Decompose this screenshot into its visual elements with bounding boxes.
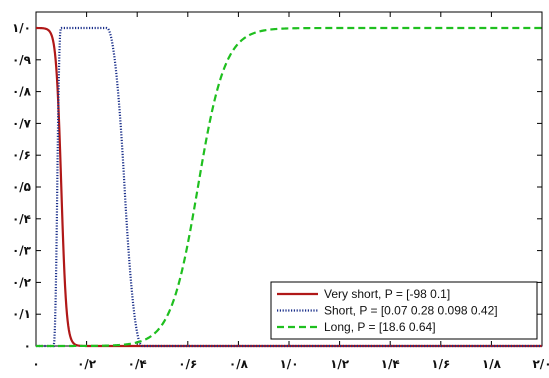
ticks: ۰ ۰/۲ ۰/۴ ۰/۶ ۰/۸ ۱/۰ ۱/۲ ۱/۴ ۱/۶ ۱/۸ ۲/۰ ۰ ۰/۱ ۰/۲ ۰/… bbox=[12, 12, 549, 371]
x-tick-label: ۱/۲ bbox=[330, 357, 350, 371]
y-tick-label: ۰/۶ bbox=[12, 148, 31, 162]
y-tick-label: ۰/۳ bbox=[12, 244, 32, 258]
y-tick-label: ۰/۲ bbox=[12, 275, 32, 289]
x-tick-label: ۰/۲ bbox=[77, 357, 97, 371]
series-line-3 bbox=[36, 26, 542, 348]
y-tick-label: ۱/۰ bbox=[12, 21, 31, 35]
legend-box bbox=[270, 281, 538, 340]
x-tick-label: ۰/۸ bbox=[229, 357, 249, 371]
x-tick-label: ۱/۴ bbox=[381, 357, 400, 371]
y-tick-label: ۰/۷ bbox=[12, 116, 32, 130]
x-tick-label: ۰ bbox=[32, 357, 39, 371]
y-tick-label: ۰/۹ bbox=[12, 53, 32, 67]
legend-label: Long, P = [18.6 0.64] bbox=[324, 320, 436, 334]
x-tick-label: ۱/۸ bbox=[482, 357, 502, 371]
legend-label: Very short, P = [-98 0.1] bbox=[324, 287, 450, 301]
x-tick-label: ۰/۶ bbox=[178, 357, 197, 371]
y-tick-label: ۰/۱ bbox=[12, 307, 31, 321]
x-tick-label: ۱/۰ bbox=[279, 357, 298, 371]
legend: Very short, P = [-98 0.1] Short, P = [0.0… bbox=[270, 281, 538, 340]
x-tick-label: ۰/۴ bbox=[128, 357, 147, 371]
series-line-2 bbox=[36, 26, 542, 348]
y-tick-label: ۰/۸ bbox=[12, 85, 32, 99]
y-tick-label: ۰/۴ bbox=[12, 212, 31, 226]
legend-label: Short, P = [0.07 0.28 0.098 0.42] bbox=[324, 304, 498, 318]
y-tick-label: ۰ bbox=[24, 339, 31, 353]
series-lines bbox=[36, 26, 542, 348]
x-tick-label: ۲/۰ bbox=[532, 357, 549, 371]
y-tick-label: ۰/۵ bbox=[12, 180, 31, 194]
x-tick-label: ۱/۶ bbox=[431, 357, 450, 371]
